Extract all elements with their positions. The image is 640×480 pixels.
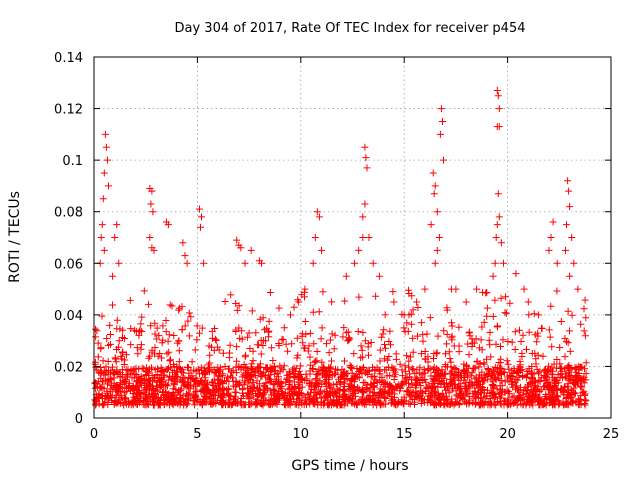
y-tick-label: 0.04 (54, 309, 83, 324)
x-tick-label: 20 (499, 427, 516, 442)
x-tick-label: 0 (90, 427, 98, 442)
y-tick-label: 0.12 (54, 103, 83, 118)
plot-frame (93, 56, 612, 419)
x-tick-label: 15 (396, 427, 413, 442)
y-tick-label: 0.1 (62, 154, 83, 169)
y-tick-label: 0.08 (54, 206, 83, 221)
data-points (91, 87, 590, 409)
x-tick-label: 5 (193, 427, 201, 442)
y-tick-label: 0.14 (54, 51, 83, 66)
chart-title: Day 304 of 2017, Rate Of TEC Index for r… (175, 21, 526, 36)
y-axis-label: ROTI / TECUs (7, 191, 23, 283)
axis-ticks: 0 5 10 15 20 25 0 0.02 0.04 0.06 0.08 0.1 0.12 0.14 (54, 51, 619, 442)
x-tick-label: 10 (293, 427, 310, 442)
roti-markers (91, 87, 590, 409)
y-tick-label: 0 (75, 412, 83, 427)
y-tick-label: 0.06 (54, 257, 83, 272)
x-axis-label: GPS time / hours (291, 458, 408, 474)
x-tick-label: 25 (603, 427, 620, 442)
y-tick-label: 0.02 (54, 360, 83, 375)
